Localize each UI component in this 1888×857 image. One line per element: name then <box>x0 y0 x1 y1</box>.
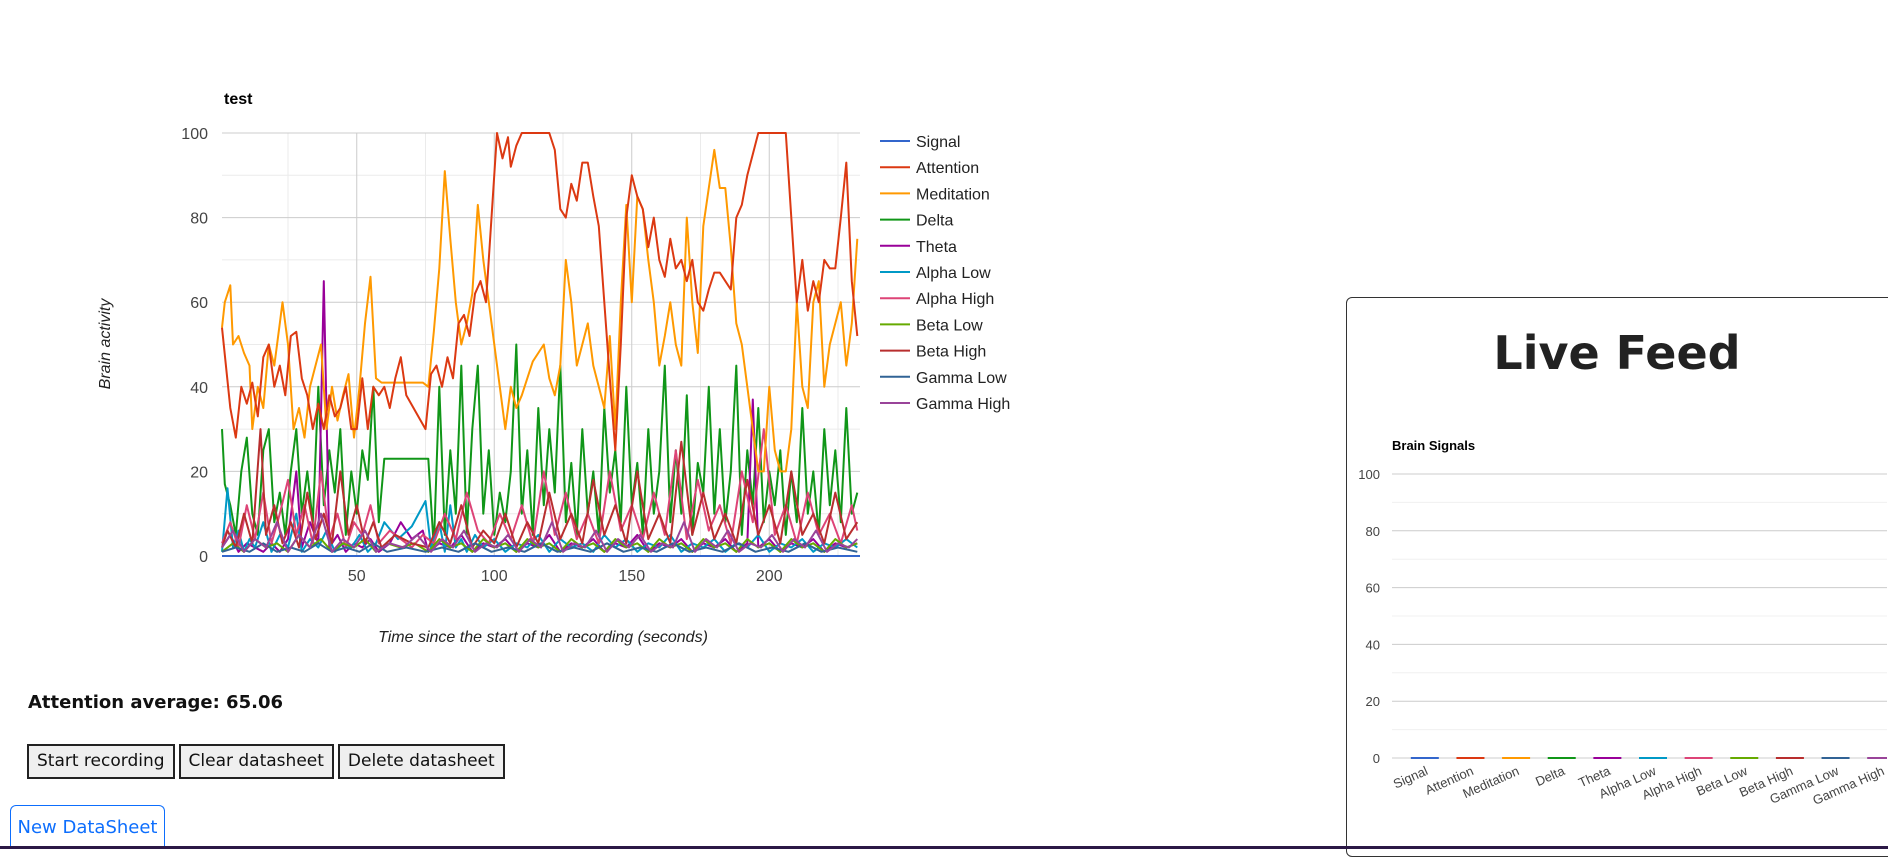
bar <box>1684 757 1713 759</box>
y-tick-label: 100 <box>181 126 208 143</box>
live-feed-title: Live Feed <box>1493 326 1741 380</box>
y-tick-label: 40 <box>190 380 208 397</box>
bar <box>1639 757 1667 759</box>
y-tick-label: 100 <box>1358 467 1380 482</box>
legend-label: Gamma Low <box>916 370 1007 387</box>
button-row: Start recording Clear datasheet Delete d… <box>27 744 505 779</box>
bar <box>1456 757 1485 759</box>
x-tick-label: 150 <box>618 568 645 585</box>
series-line-attention <box>221 132 859 452</box>
x-tick-label: Delta <box>1533 763 1568 789</box>
x-tick-label: 200 <box>756 568 783 585</box>
attention-average: Attention average: 65.06 <box>28 692 283 713</box>
bar <box>1410 757 1439 759</box>
series-line-gamma-high <box>221 512 859 553</box>
bottom-bar <box>0 846 1888 849</box>
legend-label: Attention <box>916 160 979 177</box>
series-line-gamma-low <box>221 542 858 553</box>
bar <box>1821 757 1850 759</box>
y-tick-label: 80 <box>1366 524 1380 539</box>
new-datasheet-tab[interactable]: New DataSheet <box>10 805 165 849</box>
y-tick-label: 40 <box>1366 637 1380 652</box>
chart-ticks: 0 20 40 60 80 100 50 100 150 200 <box>181 126 782 585</box>
legend-label: Gamma High <box>916 396 1010 413</box>
x-axis-label: Time since the start of the recording (s… <box>378 629 708 646</box>
bar <box>1867 757 1887 759</box>
legend-label: Beta Low <box>916 317 983 334</box>
live-chart-title: Brain Signals <box>1392 438 1475 453</box>
y-tick-label: 60 <box>190 295 208 312</box>
bar <box>1502 757 1531 759</box>
legend-label: Alpha High <box>916 291 994 308</box>
brain-signals-chart: Brain Signals 020406080100SignalAttentio… <box>1358 438 1887 808</box>
y-axis-label: Brain activity <box>97 298 114 390</box>
y-tick-label: 20 <box>190 464 208 481</box>
bar <box>1593 757 1622 759</box>
y-tick-label: 0 <box>199 549 208 566</box>
delete-datasheet-button[interactable]: Delete datasheet <box>337 744 505 779</box>
y-tick-label: 20 <box>1366 694 1380 709</box>
clear-datasheet-button[interactable]: Clear datasheet <box>178 744 334 779</box>
bar <box>1775 757 1804 759</box>
chart-series <box>221 132 860 557</box>
chart-legend: Signal Attention Meditation Delta Theta Alpha… <box>880 134 1010 413</box>
y-tick-label: 60 <box>1366 581 1380 596</box>
start-recording-button[interactable]: Start recording <box>27 744 175 779</box>
legend-label: Meditation <box>916 186 990 203</box>
y-tick-label: 80 <box>190 211 208 228</box>
chart-title: test <box>224 91 253 108</box>
legend-label: Delta <box>916 213 953 230</box>
x-tick-label: 50 <box>348 568 366 585</box>
legend-label: Alpha Low <box>916 265 991 282</box>
bar <box>1730 757 1759 759</box>
y-tick-label: 0 <box>1373 751 1380 766</box>
x-tick-label: 100 <box>481 568 508 585</box>
series-line-alpha-high <box>221 428 859 549</box>
live-feed-panel: Live Feed Brain Signals 0 20 40 60 80 100 Sign… <box>1346 297 1888 857</box>
legend-label: Beta High <box>916 344 986 361</box>
legend-label: Signal <box>916 134 960 151</box>
bar <box>1547 757 1576 759</box>
legend-label: Theta <box>916 239 957 256</box>
series-line-meditation <box>221 148 859 473</box>
brain-activity-chart: test Brain activity Time since the start… <box>97 91 1010 646</box>
live-chart-bars <box>1410 757 1887 759</box>
live-chart-grid <box>1392 473 1887 759</box>
